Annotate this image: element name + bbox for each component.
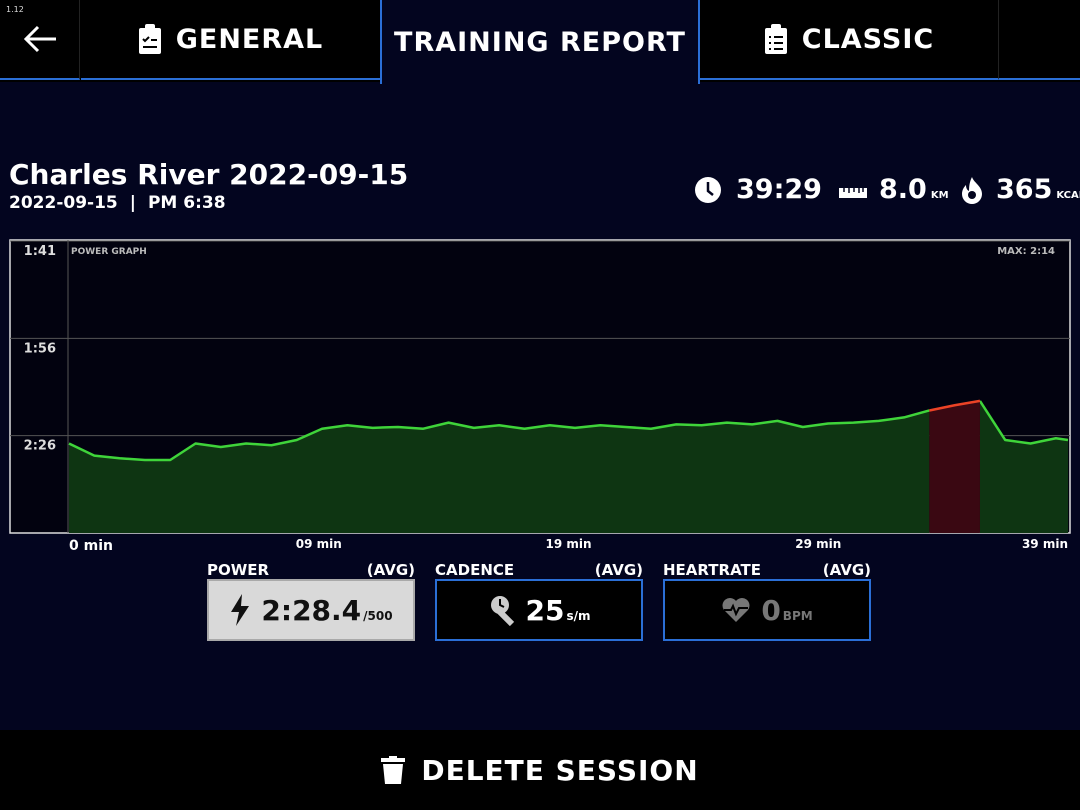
- session-time: PM 6:38: [147, 193, 226, 213]
- power-chart: POWER GRAPH MAX: 2:14 1:41 1:56 2:26 0 min 0…: [9, 239, 1071, 554]
- metric-unit: BPM: [782, 609, 813, 623]
- clock-icon: [695, 176, 721, 203]
- separator: |: [129, 193, 136, 213]
- area: [69, 410, 930, 533]
- stat-unit: KM: [930, 190, 949, 201]
- stat-calories: 365 KCAL: [960, 174, 1080, 205]
- stat-value: 39:29: [736, 174, 822, 205]
- area: [929, 400, 980, 533]
- x-tick-label: 39 min: [1022, 537, 1068, 551]
- stat-value: 8.0: [879, 174, 927, 205]
- metric-heartrate[interactable]: 0 BPM: [663, 579, 871, 641]
- session-title: Charles River 2022-09-15: [9, 158, 409, 191]
- bolt-icon: [231, 594, 250, 626]
- flame-icon: [962, 176, 982, 204]
- tab-label: TRAINING REPORT: [394, 26, 686, 58]
- stat-distance: 8.0 KM: [839, 174, 949, 205]
- metric-label: HEARTRATE: [663, 561, 761, 579]
- back-button[interactable]: [0, 0, 80, 80]
- stat-duration: 39:29: [694, 174, 822, 205]
- metric-header: POWER (AVG): [207, 561, 415, 579]
- metric-header: HEARTRATE (AVG): [663, 561, 871, 579]
- version: 1.12: [6, 5, 24, 14]
- line: [929, 399, 981, 412]
- chart-annotation: MAX: 2:14: [997, 246, 1055, 257]
- y-tick-label: 1:41: [24, 244, 56, 259]
- x-tick-label: 09 min: [296, 537, 342, 551]
- y-tick-label: 1:56: [24, 341, 56, 356]
- tab-classic[interactable]: CLASSIC: [700, 0, 999, 80]
- delete-label: DELETE SESSION: [421, 753, 699, 787]
- chart-label: POWER GRAPH: [71, 247, 147, 257]
- metric-value: 2:28.4: [261, 593, 362, 627]
- tab-label: CLASSIC: [801, 23, 935, 55]
- tab-training-report[interactable]: TRAINING REPORT: [380, 0, 700, 84]
- metric-value: 0: [761, 593, 781, 627]
- metric-tag: (AVG): [366, 561, 415, 579]
- back-icon: [23, 25, 56, 53]
- tab-general[interactable]: GENERAL: [81, 0, 380, 80]
- cadence-icon: [490, 596, 514, 626]
- metric-header: CADENCE (AVG): [435, 561, 643, 579]
- stat-value: 365: [996, 174, 1053, 205]
- metric-label: CADENCE: [435, 561, 515, 579]
- metric-power[interactable]: 2:28.4 /500: [207, 579, 415, 641]
- metric-cadence[interactable]: 25 s/m: [435, 579, 643, 641]
- area: [979, 400, 1068, 533]
- metric-label: POWER: [207, 561, 270, 579]
- metric-unit: s/m: [566, 609, 591, 623]
- heart-icon: [722, 598, 750, 622]
- tab-label: GENERAL: [175, 23, 324, 55]
- session-date: 2022-09-15: [9, 193, 118, 213]
- trash-icon: [381, 756, 406, 784]
- ruler-icon: [839, 188, 867, 198]
- y-tick-label: 2:26: [24, 439, 56, 454]
- x-tick-label: 0 min: [69, 538, 113, 554]
- clipboard-icon: [138, 24, 161, 54]
- line: [978, 400, 1069, 445]
- x-tick-label: 29 min: [795, 537, 841, 551]
- stat-unit: KCAL: [1056, 190, 1080, 201]
- tab-empty: [999, 0, 1080, 80]
- metric-tag: (AVG): [822, 561, 871, 579]
- x-tick-label: 19 min: [545, 537, 591, 551]
- metric-value: 25: [525, 593, 565, 627]
- metric-unit: /500: [363, 609, 393, 623]
- session-subtitle: 2022-09-15 | PM 6:38: [9, 193, 226, 213]
- clipboard-icon: [764, 24, 787, 54]
- metric-tag: (AVG): [594, 561, 643, 579]
- line: [68, 409, 930, 462]
- delete-session-button[interactable]: DELETE SESSION: [0, 730, 1080, 810]
